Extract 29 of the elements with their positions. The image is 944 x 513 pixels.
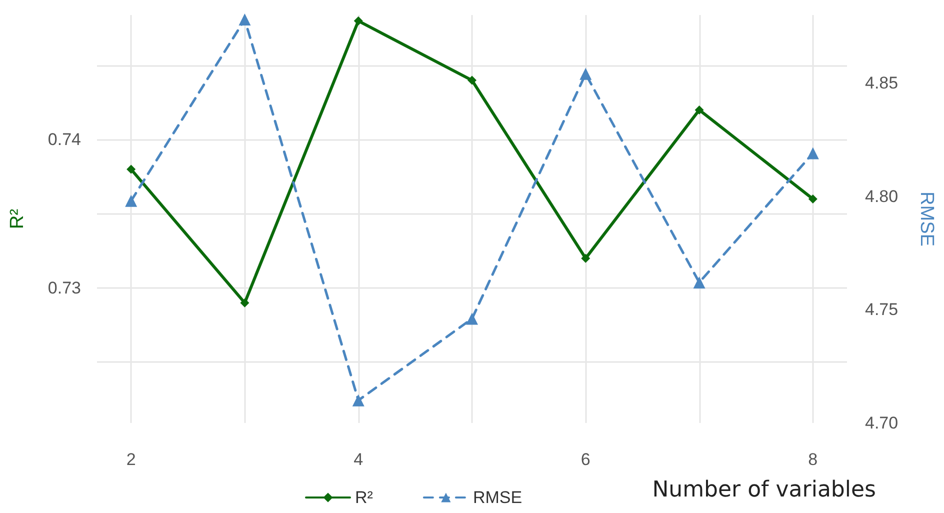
point [581,254,590,263]
point [240,298,250,308]
point [580,68,592,80]
point [806,147,819,160]
x-tick-label: 8 [808,450,818,469]
y2-tick-label: 4.75 [865,300,898,320]
y-axis-title: R² [7,208,28,230]
point [238,14,251,26]
point [126,164,136,174]
y2-axis-title: RMSE [916,192,937,246]
point [125,194,138,207]
point [693,276,706,288]
point [352,394,364,406]
x-tick-label: 6 [580,450,590,469]
legend-label: R² [355,488,374,507]
x-tick-label: 2 [126,450,136,469]
point [808,194,818,204]
y-tick-label: 0.74 [48,130,81,150]
point [468,76,476,85]
x-tick-label: 4 [354,450,364,469]
x-axis-title: Number of variables [652,478,876,502]
point [354,16,363,26]
y2-tick-label: 4.85 [865,74,898,92]
legend-label: RMSE [472,488,522,507]
point [466,312,478,325]
point [694,105,704,114]
y2-tick-label: 4.80 [865,186,898,206]
y-tick-label: 0.73 [48,278,81,298]
y2-tick-label: 4.70 [865,414,898,432]
